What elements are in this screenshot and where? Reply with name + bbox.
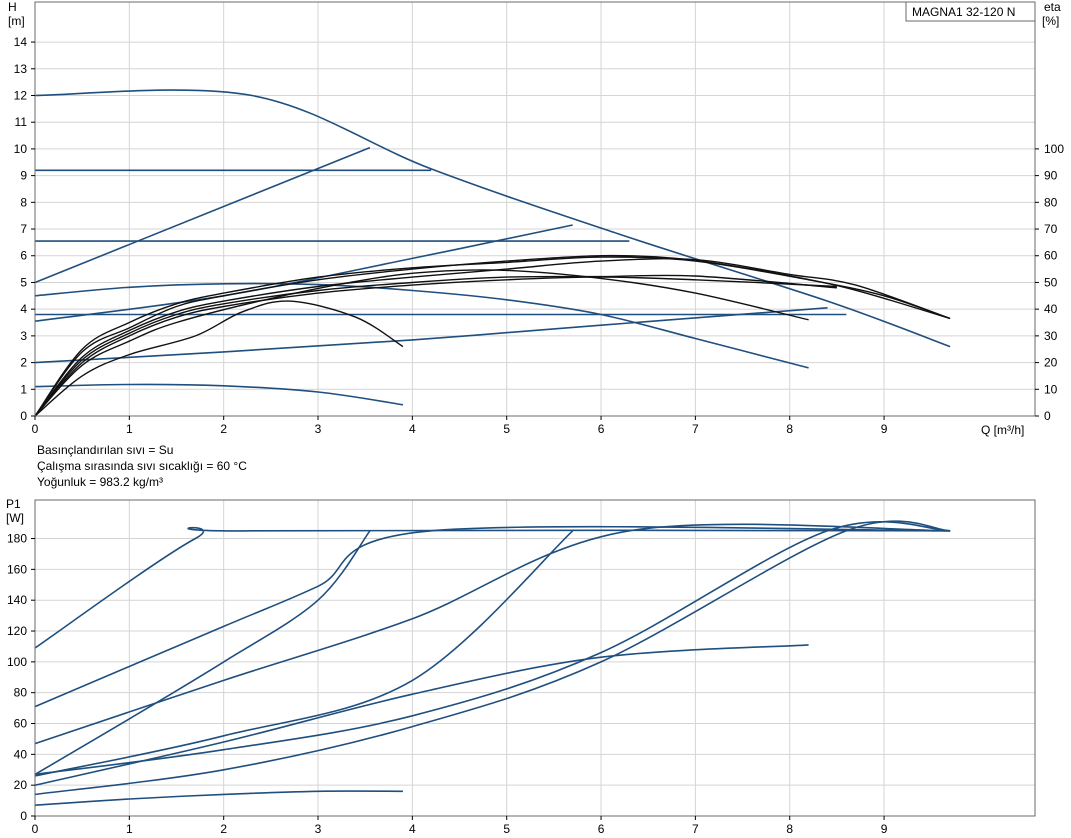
head-curve-8 <box>34 307 828 364</box>
head-y2tick-label: 90 <box>1044 169 1058 183</box>
power-xtick-label: 0 <box>32 822 39 833</box>
power-curve-1 <box>34 526 951 649</box>
power-xtick-label: 8 <box>786 822 793 833</box>
head-xtick-label: 0 <box>32 422 39 436</box>
power-ytick-label: 60 <box>14 717 28 731</box>
power-ytick-label: 160 <box>7 562 27 576</box>
head-chart-frame <box>34 1 1036 417</box>
head-xtick-label: 2 <box>220 422 227 436</box>
power-ylabel-line1: P1 <box>6 497 21 511</box>
power-chart-grid <box>35 500 1035 816</box>
head-curve-3 <box>34 146 371 284</box>
head-ytick-label: 9 <box>20 169 27 183</box>
eta-curve-1 <box>34 300 404 417</box>
power-xtick-label: 6 <box>598 822 605 833</box>
note-temperature: Çalışma sırasında sıvı sıcaklığı = 60 °C <box>37 459 247 473</box>
power-ytick-label: 80 <box>14 686 28 700</box>
power-chart-frame <box>34 499 1036 817</box>
head-y2tick-label: 40 <box>1044 302 1058 316</box>
legend-box <box>905 1 1036 22</box>
legend-box-text: MAGNA1 32-120 N <box>912 5 1015 19</box>
head-ytick-label: 4 <box>20 302 27 316</box>
head-ytick-label: 7 <box>20 222 27 236</box>
head-chart-ticks: 0 1 2 3 4 5 6 7 8 9012345678910111213140102030405… <box>14 35 1065 436</box>
power-ylabel-line2: [W] <box>6 511 24 525</box>
head-ytick-label: 12 <box>14 88 28 102</box>
head-xtick-label: 1 <box>126 422 133 436</box>
head-curve-6 <box>34 282 809 369</box>
power-curve-2 <box>34 525 951 708</box>
head-ytick-label: 6 <box>20 249 27 263</box>
head-ytick-label: 8 <box>20 195 27 209</box>
head-ytick-label: 10 <box>14 142 28 156</box>
head-y2tick-label: 80 <box>1044 195 1058 209</box>
eta-ylabel-line2: [%] <box>1042 14 1059 28</box>
head-y2tick-label: 50 <box>1044 275 1058 289</box>
head-ytick-label: 2 <box>20 356 27 370</box>
head-y2tick-label: 30 <box>1044 329 1058 343</box>
power-xtick-label: 1 <box>126 822 133 833</box>
head-xtick-label: 5 <box>503 422 510 436</box>
head-ylabel-line2: [m] <box>8 14 25 28</box>
power-ytick-label: 0 <box>20 809 27 823</box>
head-curve-1 <box>34 89 951 348</box>
power-curve-6 <box>34 644 809 786</box>
eta-curve-7 <box>34 256 951 417</box>
head-ytick-label: 3 <box>20 329 27 343</box>
head-ytick-label: 14 <box>14 35 28 49</box>
power-curve-9 <box>34 790 403 806</box>
head-y2tick-label: 60 <box>1044 249 1058 263</box>
power-ytick-label: 120 <box>7 624 27 638</box>
head-xtick-label: 3 <box>315 422 322 436</box>
head-chart-curves <box>34 89 951 417</box>
note-density: Yoğunluk = 983.2 kg/m³ <box>37 475 163 489</box>
power-xtick-label: 4 <box>409 822 416 833</box>
power-chart-ticks: 0 1 2 3 4 5 6 7 8 9 0 20 40 60 80 100 120 140 160 180 <box>7 532 888 836</box>
power-ytick-label: 100 <box>7 655 27 669</box>
head-y2tick-label: 0 <box>1044 409 1051 423</box>
head-xtick-label: 7 <box>692 422 699 436</box>
eta-ylabel-line1: eta <box>1044 0 1061 14</box>
power-xtick-label: 2 <box>220 822 227 833</box>
power-ytick-label: 140 <box>7 593 27 607</box>
head-xtick-label: 8 <box>786 422 793 436</box>
head-ylabel-line1: H <box>8 0 17 14</box>
power-xtick-label: 7 <box>692 822 699 833</box>
power-curve-3 <box>34 523 951 745</box>
head-ytick-label: 1 <box>20 382 27 396</box>
power-xtick-label: 5 <box>503 822 510 833</box>
head-y2tick-label: 100 <box>1044 142 1064 156</box>
head-curve-5 <box>34 224 573 322</box>
eta-curve-2 <box>34 269 809 417</box>
power-chart-curves <box>34 520 951 806</box>
head-xtick-label: 4 <box>409 422 416 436</box>
power-ytick-label: 40 <box>14 747 28 761</box>
eta-curve-5 <box>34 258 951 417</box>
head-ytick-label: 5 <box>20 275 27 289</box>
head-ytick-label: 13 <box>14 62 28 76</box>
power-ytick-label: 20 <box>14 778 28 792</box>
head-y2tick-label: 10 <box>1044 382 1058 396</box>
power-xtick-label: 9 <box>881 822 888 833</box>
power-curve-5 <box>34 530 574 777</box>
power-curve-8 <box>34 520 951 776</box>
head-y2tick-label: 70 <box>1044 222 1058 236</box>
head-xtick-label: 6 <box>598 422 605 436</box>
power-curve-4 <box>34 530 371 776</box>
head-ytick-label: 0 <box>20 409 27 423</box>
eta-curve-3 <box>34 276 837 417</box>
note-fluid: Basınçlandırılan sıvı = Su <box>37 443 173 457</box>
head-ytick-label: 11 <box>15 115 28 129</box>
power-xtick-label: 3 <box>315 822 322 833</box>
head-xtick-label: 9 <box>881 422 888 436</box>
power-ytick-label: 180 <box>7 532 27 546</box>
power-curve-7 <box>34 520 951 796</box>
eta-curve-4 <box>34 274 837 417</box>
head-xlabel: Q [m³/h] <box>981 423 1024 437</box>
head-chart-grid <box>35 2 1035 416</box>
head-curve-9 <box>34 383 404 406</box>
head-y2tick-label: 20 <box>1044 356 1058 370</box>
